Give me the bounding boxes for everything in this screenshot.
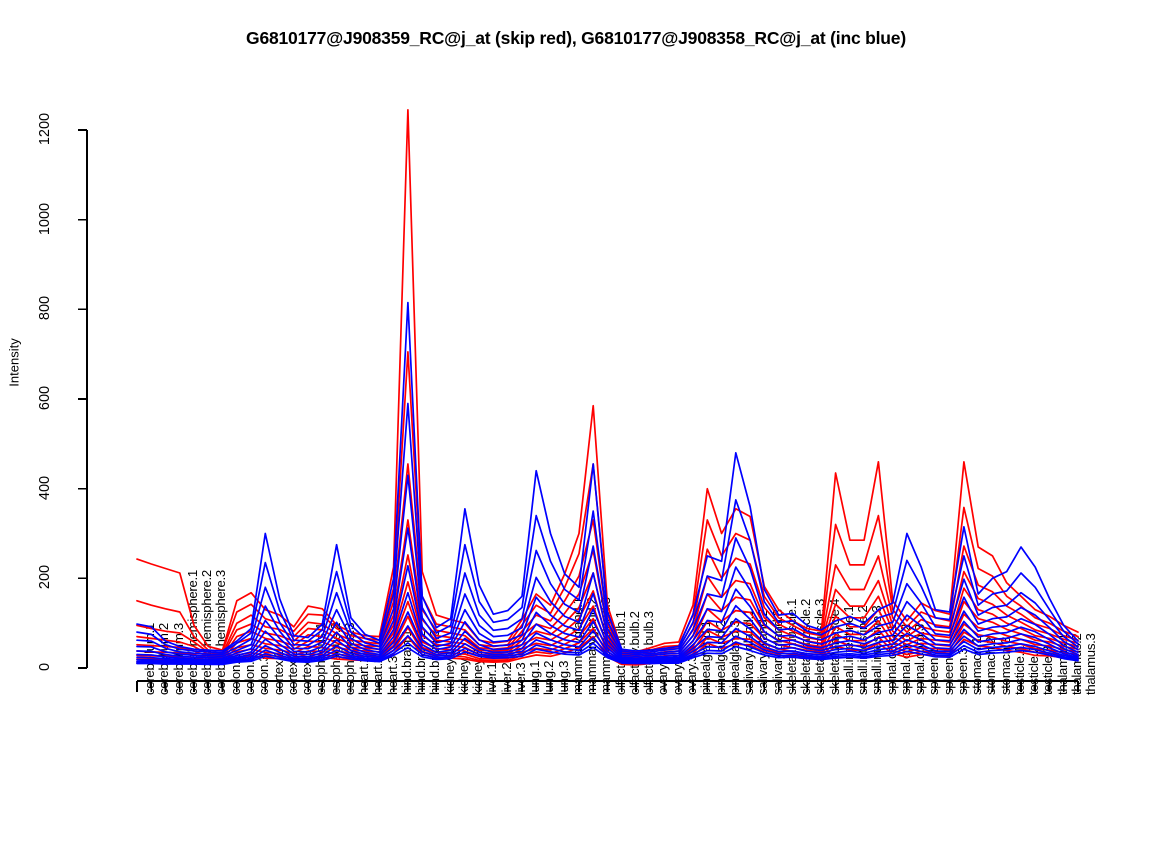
series-line-skip-6 [136,581,1079,662]
series-line-inc-5 [136,564,1079,659]
chart-title: G6810177@J908359_RC@j_at (skip red), G68… [246,28,906,48]
series-line-inc-1 [136,301,1079,652]
y-axis-line [78,129,88,669]
x-axis-line [136,680,1079,692]
axis-lines [78,129,1079,692]
series-line-inc-10 [136,641,1079,665]
series-line-inc-8 [136,625,1079,663]
series-line-inc-7 [136,611,1079,662]
series-line-inc-4 [136,527,1079,658]
series-line-inc-6 [136,591,1079,661]
series-line-skip-1 [136,108,1079,653]
data-series-group [136,108,1079,666]
series-line-skip-3 [136,463,1079,657]
series-line-inc-11 [136,645,1079,666]
series-line-inc-9 [136,634,1079,664]
series-line-inc-2 [136,402,1079,654]
series-line-inc-3 [136,474,1079,656]
